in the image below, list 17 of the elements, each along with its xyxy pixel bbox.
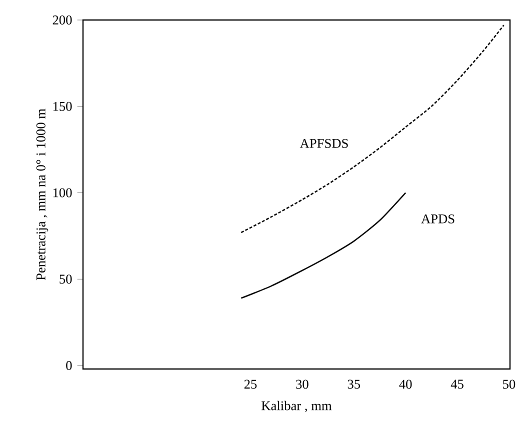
y-tick-label: 200 (52, 16, 72, 24)
x-tick-label: 30 (296, 380, 308, 389)
y-axis-title: Penetracija , mm na 0° i 1000 m (36, 108, 48, 280)
x-tick-label: 50 (503, 380, 516, 389)
x-tick-label: 45 (450, 380, 464, 389)
y-tick-label: 0 (66, 361, 72, 370)
line-series (240, 24, 504, 234)
x-axis-title: Kalibar , mm (262, 400, 332, 412)
y-tick-label: 100 (53, 188, 72, 198)
y-tick-label: 150 (53, 102, 72, 111)
line-series (240, 192, 406, 299)
x-tick-label: 25 (244, 380, 257, 389)
x-tick-label: 40 (399, 380, 412, 389)
series-label: APFSDS (300, 138, 348, 148)
x-tick-label: 35 (348, 380, 360, 389)
series-label: APDS (421, 214, 454, 224)
y-tick-label: 50 (60, 274, 72, 284)
